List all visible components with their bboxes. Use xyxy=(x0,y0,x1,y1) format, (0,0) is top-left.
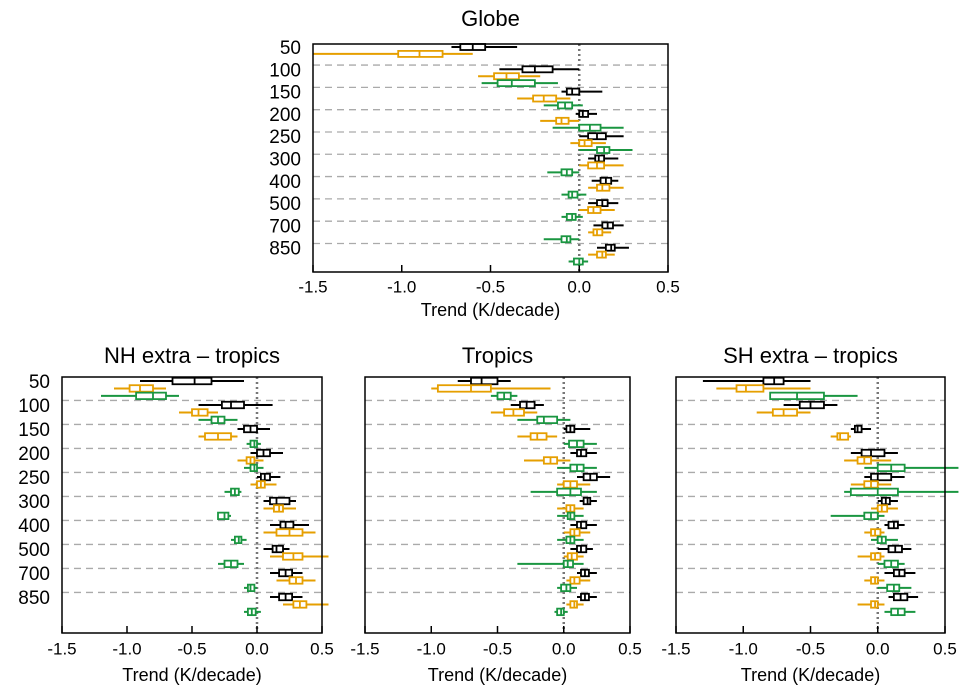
box xyxy=(271,544,284,554)
x-tick-label: 0.5 xyxy=(656,277,680,296)
panel-title: SH extra – tropics xyxy=(723,343,898,368)
box xyxy=(529,432,548,441)
box xyxy=(771,408,798,417)
box xyxy=(536,415,559,425)
panel-title: Tropics xyxy=(462,343,533,368)
level-label: 700 xyxy=(18,564,50,585)
level-label: 100 xyxy=(18,396,50,417)
box xyxy=(171,376,213,386)
x-axis-label: Trend (K/decade) xyxy=(428,665,567,685)
level-label: 50 xyxy=(280,38,301,59)
plot-frame xyxy=(364,376,631,634)
level-label: 300 xyxy=(18,492,50,513)
x-axis-label: Trend (K/decade) xyxy=(122,665,261,685)
x-tick-label: -0.5 xyxy=(177,639,206,658)
level-label: 250 xyxy=(269,127,301,148)
level-label: 400 xyxy=(18,516,50,537)
x-tick-label: -1.0 xyxy=(417,639,446,658)
level-label: 200 xyxy=(18,444,50,465)
level-label: 300 xyxy=(269,150,301,171)
level-label: 400 xyxy=(269,172,301,193)
box xyxy=(436,384,492,393)
x-tick-label: -0.5 xyxy=(483,639,512,658)
x-tick-label: 0.0 xyxy=(866,639,890,658)
x-tick-label: 0.5 xyxy=(933,639,957,658)
x-tick-label: 0.0 xyxy=(245,639,269,658)
x-tick-label: -1.5 xyxy=(661,639,690,658)
panel-title: Globe xyxy=(461,6,520,31)
x-tick-label: -0.5 xyxy=(796,639,825,658)
x-tick-label: -0.5 xyxy=(476,277,505,296)
plot-frame xyxy=(61,376,323,634)
box xyxy=(217,511,230,521)
box xyxy=(191,408,209,417)
box xyxy=(128,384,154,393)
box xyxy=(860,448,886,458)
box xyxy=(220,400,245,410)
x-tick-label: 0.0 xyxy=(552,639,576,658)
x-tick-label: 0.5 xyxy=(310,639,334,658)
plot-frame xyxy=(312,43,669,273)
x-tick-label: -1.0 xyxy=(387,277,416,296)
level-label: 850 xyxy=(18,588,50,609)
box xyxy=(836,432,850,441)
level-label: 700 xyxy=(269,216,301,237)
x-tick-label: -1.5 xyxy=(350,639,379,658)
plot-frame xyxy=(675,376,946,634)
box xyxy=(135,391,167,401)
level-label: 150 xyxy=(269,83,301,104)
level-label: 150 xyxy=(18,420,50,441)
x-tick-label: -1.5 xyxy=(298,277,327,296)
box xyxy=(269,496,291,506)
x-tick-label: -1.5 xyxy=(47,639,76,658)
x-axis-label: Trend (K/decade) xyxy=(421,300,560,320)
level-label: 250 xyxy=(18,468,50,489)
box xyxy=(470,376,499,386)
panel-title: NH extra – tropics xyxy=(104,343,280,368)
box xyxy=(735,384,765,393)
box xyxy=(556,487,582,497)
level-label: 500 xyxy=(269,194,301,215)
x-axis-label: Trend (K/decade) xyxy=(741,665,880,685)
level-label: 850 xyxy=(269,239,301,260)
box xyxy=(521,65,554,74)
box xyxy=(496,79,536,88)
box xyxy=(870,472,893,482)
x-tick-label: -1.0 xyxy=(112,639,141,658)
level-label: 50 xyxy=(29,372,50,393)
level-label: 100 xyxy=(269,60,301,81)
box xyxy=(849,487,899,497)
x-tick-label: 0.0 xyxy=(567,277,591,296)
x-tick-label: 0.5 xyxy=(618,639,642,658)
box xyxy=(279,520,295,530)
level-label: 200 xyxy=(269,105,301,126)
level-label: 500 xyxy=(18,540,50,561)
box xyxy=(798,400,825,410)
x-tick-label: -1.0 xyxy=(729,639,758,658)
